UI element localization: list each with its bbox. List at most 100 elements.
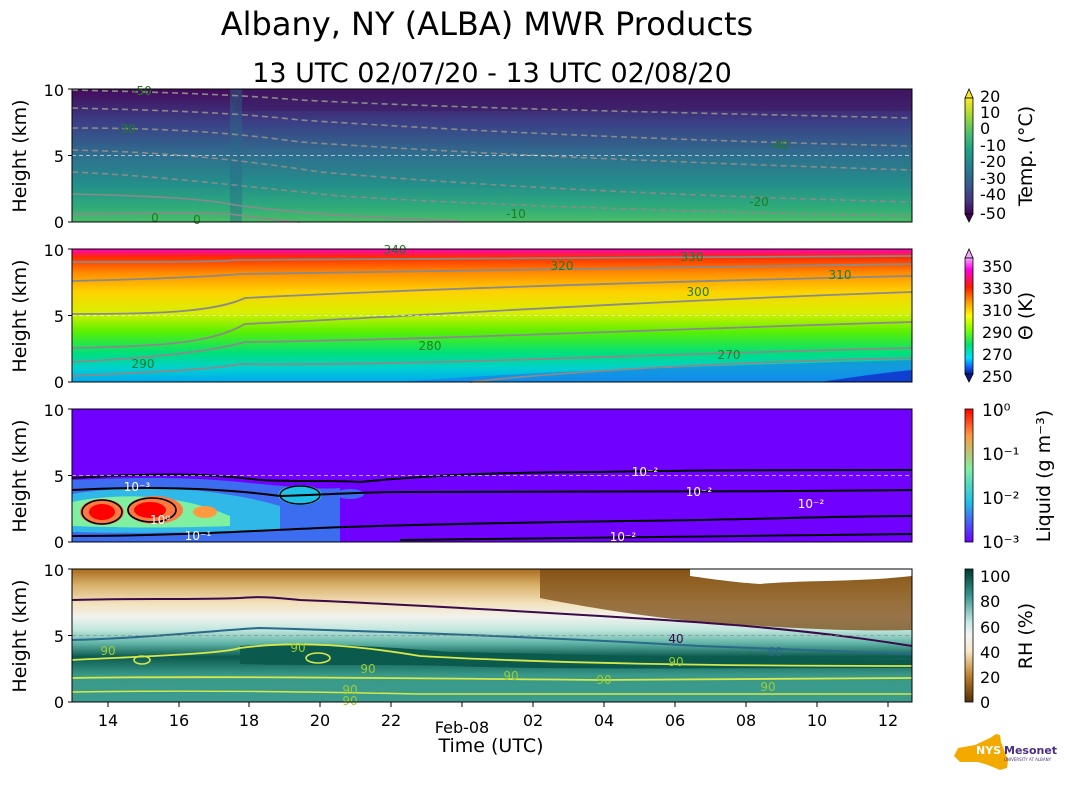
theta-contour [71,321,913,363]
x-tick-label: 16 [169,711,189,730]
contour-label: -20 [749,195,769,209]
colorbar-tick-label: 10⁰ [982,401,1011,421]
rh-dry-region [540,569,912,631]
liquid-colorbar: 10⁰ 10⁻¹ 10⁻² 10⁻³ Liquid (g m⁻³) [964,401,1055,553]
colorbar-label: Liquid (g m⁻³) [1033,410,1055,542]
colorbar-extend-max [964,248,974,259]
temperature-upper-cold-band [235,89,912,111]
colorbar-tick-label: 10⁻² [982,489,1019,509]
nys-mesonet-logo: NYS Mesonet UNIVERSITY AT ALBANY [954,734,1057,770]
theta-cold-base [820,370,912,382]
rh-contour [71,643,913,667]
x-tick-label: 22 [381,711,401,730]
contour-label: 10⁻² [610,530,637,544]
contour-label: 90 [100,644,115,658]
liquid-cloud-core [89,504,115,520]
y-tick-label: 0 [54,213,64,232]
logo-text-sub: UNIVERSITY AT ALBANY [1004,757,1052,762]
liquid-contour [81,499,123,525]
colorbar-body [964,97,974,215]
y-axis-label: Height (km) [9,259,31,372]
contour-label: 270 [718,348,741,362]
contour-label: -40 [769,138,789,152]
colorbar-tick-label: 20 [980,87,1000,106]
colorbar-body [964,408,974,543]
rh-contour [71,676,913,681]
contour-label: 90 [760,680,775,694]
rh-contour [305,652,331,664]
figure-subtitle: 13 UTC 02/07/20 - 13 UTC 02/08/20 [252,58,732,89]
x-tick-label: 18 [239,711,259,730]
colorbar-tick-label: 330 [982,279,1013,298]
colorbar-tick-label: 350 [982,257,1013,276]
temperature-contour [71,89,913,119]
colorbar-tick-label: 270 [982,345,1013,364]
contour-label: 340 [384,243,407,257]
contour-label: 90 [668,655,683,669]
colorbar-body [964,257,974,375]
colorbar-label: Θ (K) [1015,292,1037,340]
colorbar-tick-label: 10⁻¹ [982,445,1019,465]
logo-text-side: Mesonet [1004,744,1057,757]
y-tick-label: 10 [44,561,64,580]
colorbar-tick-label: -50 [980,204,1006,223]
contour-label: 310 [829,268,852,282]
colorbar-tick-label: -20 [980,152,1006,171]
theta-contour [71,347,913,377]
y-axis-label: Height (km) [9,579,31,692]
theta-contour [469,357,913,383]
temperature-contour [71,171,913,217]
colorbar-tick-label: 10 [980,103,1000,122]
y-tick-label: 10 [44,401,64,420]
y-tick-label: 5 [54,467,64,486]
y-axis-label: Height (km) [9,419,31,532]
temperature-contour [71,107,913,147]
colorbar-body [964,568,974,703]
logo-text-main: NYS [976,744,1001,757]
rh-contour [71,690,912,695]
temperature-colorbar: 20 10 0 -10 -20 -30 -40 -50 Temp. (°C) [964,87,1037,223]
colorbar-tick-label: 0 [980,693,990,712]
colorbar-tick-label: -30 [980,169,1006,188]
y-tick-label: 5 [54,147,64,166]
liquid-contour [279,485,321,505]
rh-colorbar: 100 80 60 40 20 0 RH (%) [964,567,1037,712]
contour-label: 330 [681,250,704,264]
temperature-contour [71,149,913,203]
contour-label: -50 [132,84,152,98]
contour-label: 10⁻¹ [185,529,212,543]
theta-colorbar: 350 330 310 290 270 250 Θ (K) [964,248,1037,386]
contour-label: 90 [342,694,357,708]
temperature-contour [71,127,913,171]
theta-panel: 290 280 270 300 310 320 330 340 Height (… [9,241,913,392]
theta-contour [71,275,913,315]
y-tick-label: 5 [54,307,64,326]
contour-label: 0 [193,213,201,227]
liquid-contour [71,487,913,498]
y-tick-label: 10 [44,81,64,100]
y-tick-label: 0 [54,373,64,392]
rh-contour [133,655,151,665]
rh-no-data-gap [690,569,912,584]
contour-label: 10⁻² [632,465,659,479]
contour-label: 90 [342,683,357,697]
contour-label: 60 [767,645,782,659]
figure-title: Albany, NY (ALBA) MWR Products [221,5,753,43]
liquid-contour [71,515,913,537]
colorbar-tick-label: 250 [982,367,1013,386]
colorbar-tick-label: 60 [980,618,1000,637]
colorbar-label: RH (%) [1015,603,1037,669]
theta-contour [71,291,913,349]
colorbar-tick-label: 100 [980,567,1011,586]
nys-state-shape-icon [954,734,1008,770]
colorbar-label: Temp. (°C) [1015,106,1037,207]
contour-label: 90 [360,662,375,676]
liquid-contour [71,469,913,484]
contour-label: 320 [551,259,574,273]
y-tick-label: 10 [44,241,64,260]
y-tick-label: 5 [54,627,64,646]
contour-label: 90 [503,669,518,683]
colorbar-tick-label: 40 [980,643,1000,662]
colorbar-extend-min [964,373,974,383]
